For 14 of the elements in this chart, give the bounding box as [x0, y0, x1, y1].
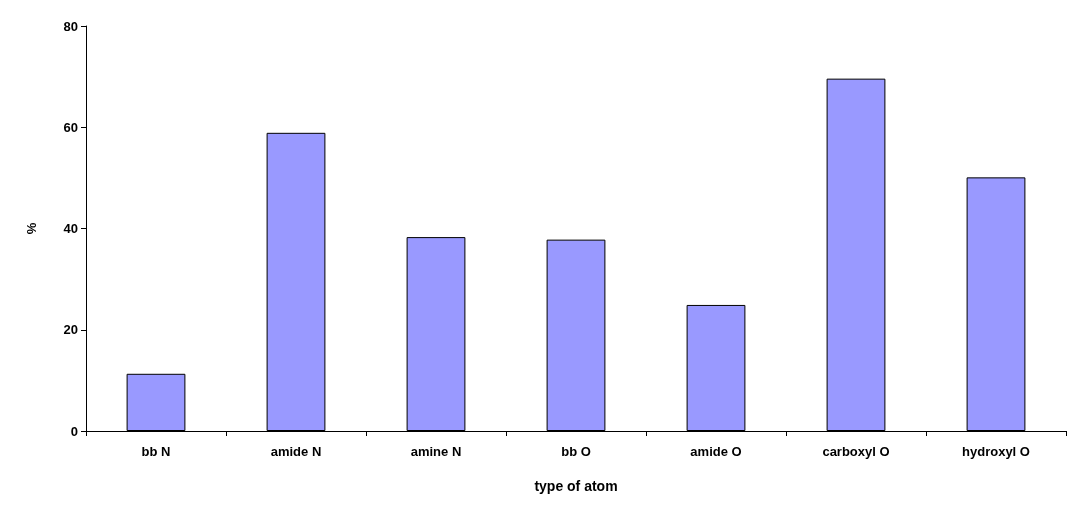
- y-tick-label: 40: [63, 221, 78, 236]
- x-tick-label: bb N: [141, 444, 171, 459]
- x-tick-label: bb O: [561, 444, 591, 459]
- y-tick-label: 20: [63, 322, 78, 338]
- x-tick-label: carboxyl O: [822, 444, 890, 459]
- x-tick-label: hydroxyl O: [962, 444, 1030, 459]
- x-tick-label: amide O: [690, 444, 742, 459]
- x-axis-title: type of atom: [534, 478, 618, 494]
- y-tick-label: 60: [63, 119, 78, 135]
- x-tick-label: amide N: [270, 444, 322, 459]
- y-tick-label: 0: [70, 423, 78, 439]
- x-tick-label: amine N: [410, 444, 462, 459]
- y-tick-label: 80: [63, 18, 78, 34]
- y-axis-title: %: [24, 222, 39, 235]
